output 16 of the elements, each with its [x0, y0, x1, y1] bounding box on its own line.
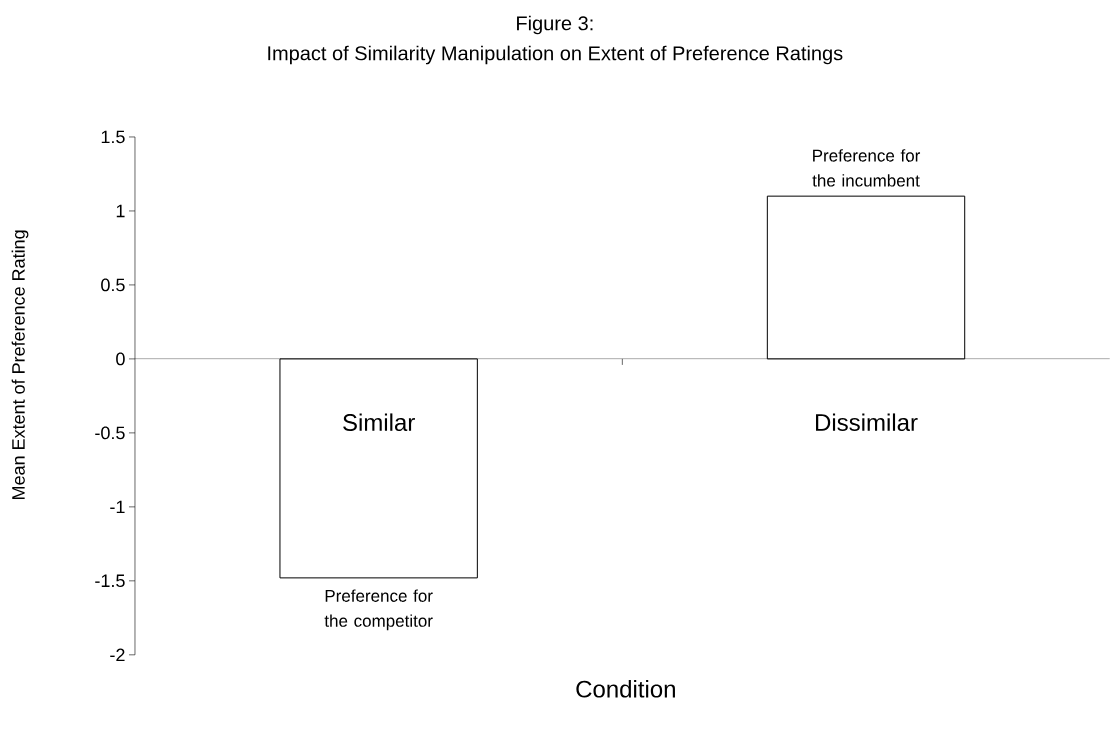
y-axis-title: Mean Extent of Preference Rating: [11, 230, 29, 500]
annotation: Preference for the incumbent: [812, 149, 921, 187]
chart-title: Figure 3:: [517, 15, 593, 35]
y-tick-label: -1: [110, 500, 125, 514]
y-tick-label: 0: [116, 352, 125, 366]
y-tick-label: 1.5: [101, 130, 125, 144]
y-tick-label: 1: [116, 204, 125, 218]
y-tick-label: -2: [110, 648, 125, 662]
y-tick-label: -1.5: [95, 574, 125, 588]
annotation: Preference for the competitor: [324, 589, 433, 631]
x-axis-title: Condition: [576, 680, 675, 698]
x-tick-label: Similar: [343, 413, 415, 432]
x-tick-label: Dissimilar: [816, 413, 918, 432]
y-tick-label: 0.5: [101, 278, 125, 292]
chart-subtitle: Impact of Similarity Manipulation on Extent of Preference Ratings: [268, 45, 843, 65]
y-tick-label: -0.5: [95, 426, 125, 440]
